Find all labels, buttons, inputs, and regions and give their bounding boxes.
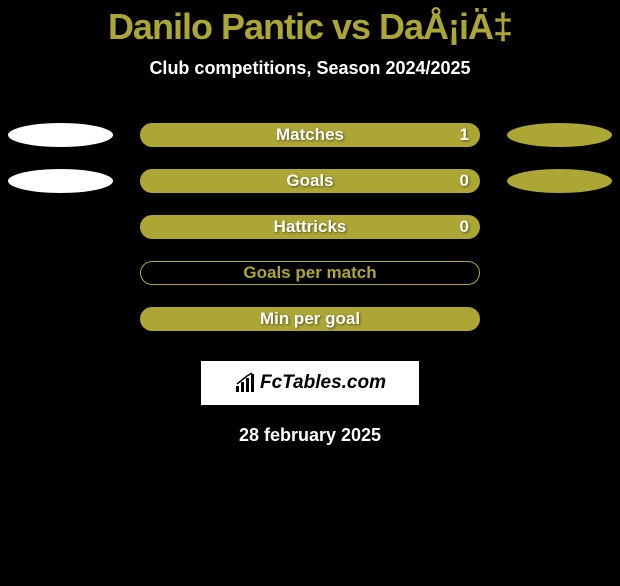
- stat-row: Matches 1: [0, 123, 620, 147]
- subtitle: Club competitions, Season 2024/2025: [0, 58, 620, 79]
- stat-label: Hattricks: [274, 217, 347, 237]
- stat-value-right: 0: [460, 171, 469, 191]
- stat-value-right: 1: [460, 125, 469, 145]
- page-title: Danilo Pantic vs DaÅ¡iÄ‡: [0, 6, 620, 48]
- stat-value-right: 0: [460, 217, 469, 237]
- logo-box: FcTables.com: [201, 361, 419, 405]
- logo-text: FcTables.com: [260, 372, 386, 394]
- stat-bar: Hattricks 0: [140, 215, 480, 239]
- stats-container: Matches 1 Goals 0 Hattricks 0 Goals per match M…: [0, 123, 620, 331]
- chart-icon: [234, 372, 256, 394]
- stat-label: Min per goal: [260, 309, 360, 329]
- stat-row: Hattricks 0: [0, 215, 620, 239]
- stat-ellipse-right: [507, 123, 612, 147]
- stat-bar: Goals 0: [140, 169, 480, 193]
- title-text: Danilo Pantic vs DaÅ¡iÄ‡: [108, 6, 512, 47]
- stat-label: Goals per match: [243, 263, 376, 283]
- stat-bar: Matches 1: [140, 123, 480, 147]
- stat-row: Goals per match: [0, 261, 620, 285]
- stat-label: Goals: [286, 171, 333, 191]
- date-text: 28 february 2025: [0, 425, 620, 446]
- stat-ellipse-left: [8, 169, 113, 193]
- stat-ellipse-right: [507, 169, 612, 193]
- stat-bar: Min per goal: [140, 307, 480, 331]
- stat-row: Goals 0: [0, 169, 620, 193]
- stat-bar: Goals per match: [140, 261, 480, 285]
- stat-row: Min per goal: [0, 307, 620, 331]
- stat-ellipse-left: [8, 123, 113, 147]
- stat-label: Matches: [276, 125, 344, 145]
